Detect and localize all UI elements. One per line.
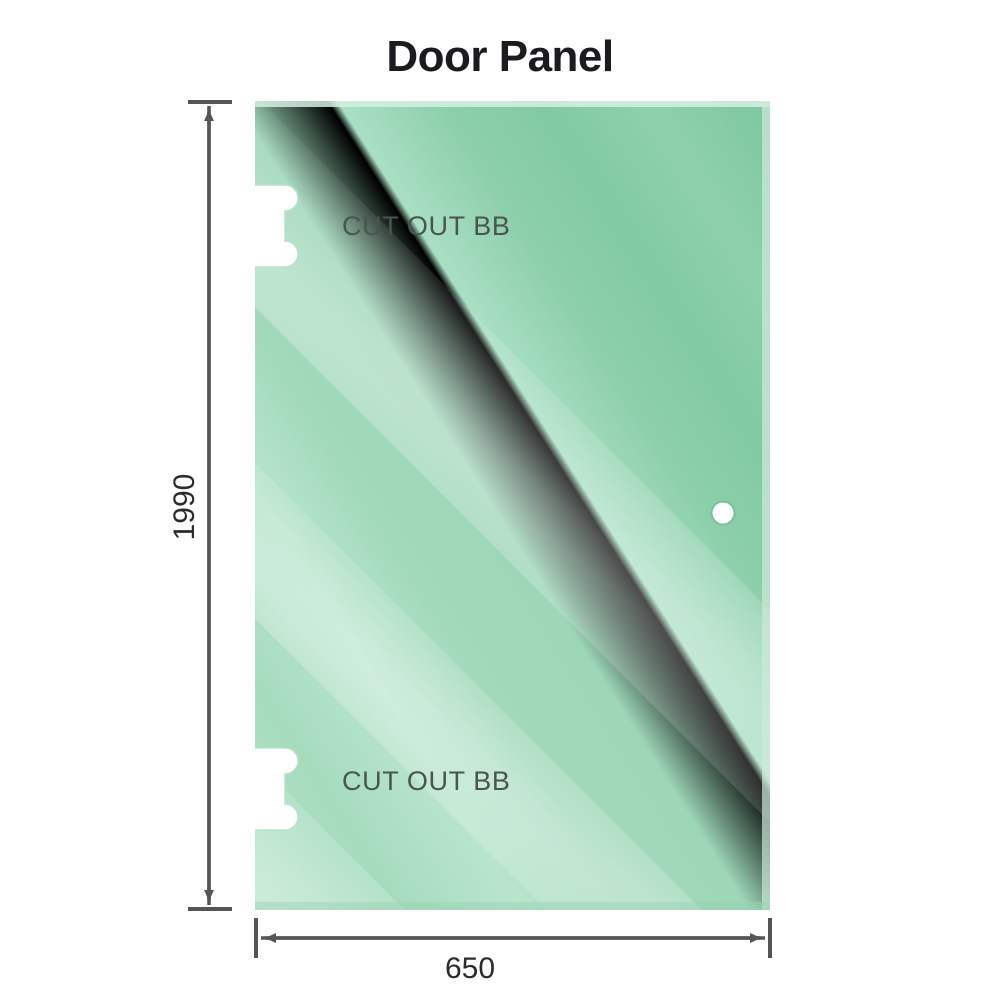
cutout-lower-outline [255, 747, 299, 831]
cutout-label-lower: CUT OUT BB [342, 766, 511, 796]
height-dimension [188, 100, 232, 911]
cutout-label-upper: CUT OUT BB [342, 211, 511, 241]
width-dimension [254, 918, 772, 958]
height-dimension-label: 1990 [168, 473, 201, 541]
cutout-upper-outline [255, 184, 299, 268]
handle-hole [710, 500, 736, 526]
width-dimension-label: 650 [444, 952, 496, 985]
page-title: Door Panel [386, 32, 614, 81]
